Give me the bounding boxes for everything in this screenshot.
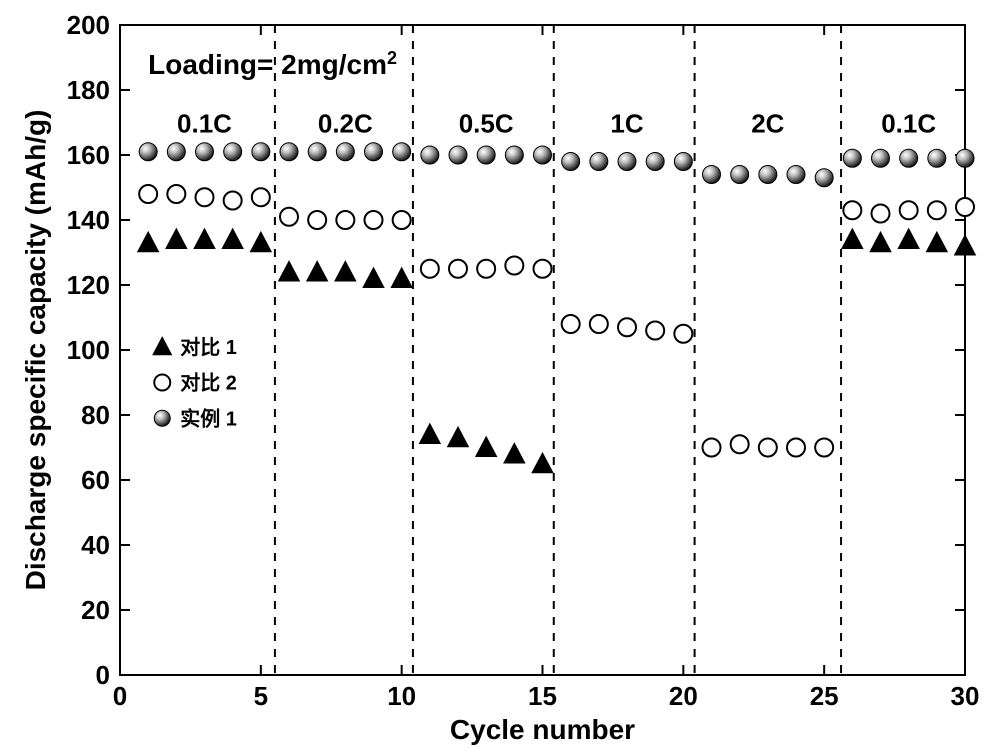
data-point [787,166,805,184]
data-point [154,410,170,426]
data-point [590,153,608,171]
data-point [336,143,354,161]
data-point [731,166,749,184]
legend-label: 对比 1 [180,335,237,359]
data-point [308,211,326,229]
data-point [759,166,777,184]
region-label: 0.5C [459,108,514,138]
data-point [534,260,552,278]
data-point [562,153,580,171]
y-tick-label: 20 [81,595,110,625]
loading-annotation: Loading= 2mg/cm2 [148,48,397,80]
y-axis-title: Discharge specific capacity (mAh/g) [20,110,51,591]
data-point [280,143,298,161]
data-point [928,201,946,219]
data-point [477,146,495,164]
region-label: 2C [751,108,784,138]
data-point [280,208,298,226]
legend-label: 对比 2 [180,371,237,395]
data-point [336,211,354,229]
data-point [167,185,185,203]
x-tick-label: 30 [951,681,980,711]
data-point [646,322,664,340]
data-point [477,260,495,278]
legend-label: 实例 1 [180,406,237,430]
data-point [703,439,721,457]
data-point [224,143,242,161]
data-point [674,325,692,343]
y-tick-label: 120 [67,270,110,300]
data-point [365,211,383,229]
data-point [449,260,467,278]
region-label: 0.2C [318,108,373,138]
data-point [843,149,861,167]
data-point [196,188,214,206]
y-tick-label: 80 [81,400,110,430]
data-point [167,143,185,161]
data-point [308,143,326,161]
x-tick-label: 10 [387,681,416,711]
region-label: 0.1C [881,108,936,138]
rate-capability-chart: 0.1C 0.2C 0.5C 1C 2C 0.1C Loading= 2mg/cm2 0 5 10… [0,0,1000,756]
y-tick-label: 180 [67,75,110,105]
data-point [421,260,439,278]
data-point [815,169,833,187]
y-tick-label: 160 [67,140,110,170]
data-point [703,166,721,184]
x-tick-label: 20 [669,681,698,711]
plot-area [120,25,965,675]
data-point [900,149,918,167]
data-point [365,143,383,161]
data-point [759,439,777,457]
data-point [590,315,608,333]
data-point [505,146,523,164]
y-tick-label: 100 [67,335,110,365]
data-point [872,149,890,167]
data-point [196,143,214,161]
data-point [252,188,270,206]
data-point [139,185,157,203]
data-point [393,143,411,161]
y-tick-label: 200 [67,10,110,40]
data-point [674,153,692,171]
x-tick-label: 5 [254,681,268,711]
data-point [731,435,749,453]
data-point [872,205,890,223]
y-tick-label: 140 [67,205,110,235]
data-point [252,143,270,161]
data-point [562,315,580,333]
data-point [787,439,805,457]
data-point [505,257,523,275]
data-point [956,198,974,216]
data-point [139,143,157,161]
data-point [928,149,946,167]
region-label: 1C [610,108,643,138]
data-point [421,146,439,164]
data-point [618,153,636,171]
data-point [449,146,467,164]
data-point [224,192,242,210]
x-axis-title: Cycle number [450,714,635,745]
x-tick-label: 15 [528,681,557,711]
data-point [815,439,833,457]
data-point [534,146,552,164]
data-point [618,318,636,336]
data-point [393,211,411,229]
data-point [646,153,664,171]
x-tick-label: 25 [810,681,839,711]
y-tick-label: 60 [81,465,110,495]
data-point [843,201,861,219]
y-tick-label: 0 [96,660,110,690]
region-label: 0.1C [177,108,232,138]
data-point [900,201,918,219]
data-point [956,149,974,167]
x-tick-label: 0 [113,681,127,711]
data-point [154,375,170,391]
y-tick-label: 40 [81,530,110,560]
